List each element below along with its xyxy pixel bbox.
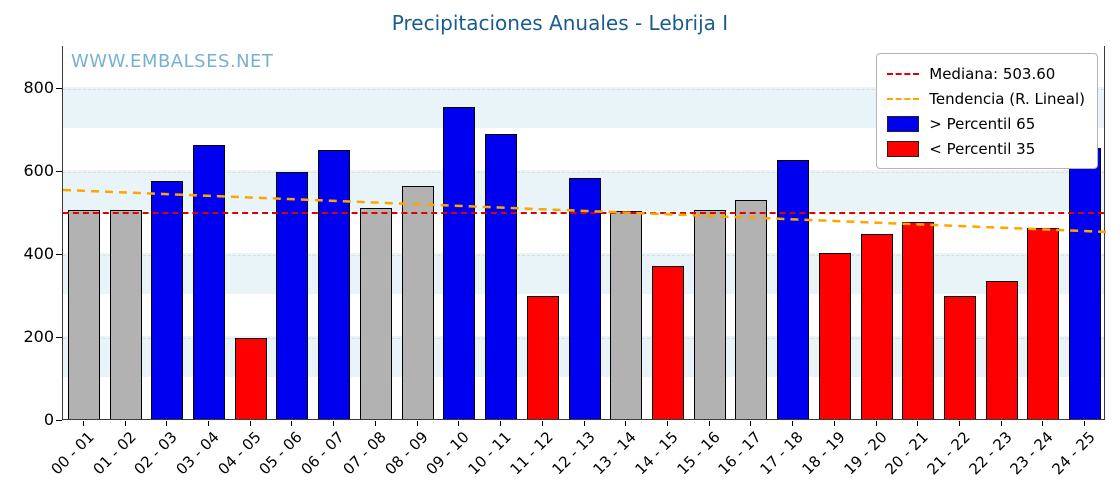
x-tick-mark: [82, 421, 84, 426]
bar-01-02: [109, 209, 142, 419]
y-tick-mark: [56, 253, 62, 255]
x-tick-mark: [1000, 421, 1002, 426]
gridline: [63, 88, 1104, 90]
x-tick-mark: [208, 421, 210, 426]
chart-title: Precipitaciones Anuales - Lebrija I: [391, 11, 729, 35]
y-tick-mark: [56, 336, 62, 338]
bar-18-19: [818, 253, 851, 419]
legend-label-median: Mediana: 503.60: [929, 64, 1056, 83]
plot-area: WWW.EMBALSES.NET Mediana: 503.60 Tendenc…: [62, 45, 1107, 420]
legend-item-above: > Percentil 65: [887, 111, 1085, 136]
x-tick-mark: [416, 421, 418, 426]
x-tick-mark: [917, 421, 919, 426]
bar-21-22: [943, 296, 976, 419]
bar-08-09: [401, 185, 434, 419]
legend-label-below: < Percentil 35: [929, 139, 1036, 158]
x-tick-mark: [750, 421, 752, 426]
legend-label-above: > Percentil 65: [929, 114, 1036, 133]
y-tick-label: 600: [23, 160, 54, 180]
trend-line: [62, 188, 1107, 234]
bar-06-07: [318, 149, 351, 419]
x-tick-mark: [333, 421, 335, 426]
x-tick-mark: [583, 421, 585, 426]
bar-04-05: [234, 337, 267, 419]
bar-17-18: [777, 159, 810, 419]
gridline: [63, 171, 1104, 173]
x-tick-mark: [958, 421, 960, 426]
bar-00-01: [67, 209, 100, 419]
bar-15-16: [693, 209, 726, 419]
y-tick-label: 400: [23, 243, 54, 263]
bar-24-25: [1069, 147, 1102, 419]
median-line: [63, 211, 1104, 214]
x-tick-mark: [833, 421, 835, 426]
legend-label-trend: Tendencia (R. Lineal): [929, 89, 1085, 108]
bar-11-12: [526, 295, 559, 419]
bar-12-13: [568, 177, 601, 419]
legend-item-trend: Tendencia (R. Lineal): [887, 86, 1085, 111]
bar-02-03: [151, 180, 184, 419]
x-tick-mark: [166, 421, 168, 426]
bar-13-14: [610, 211, 643, 419]
bar-16-17: [735, 200, 768, 419]
median-dash-icon: [887, 72, 920, 75]
y-tick-label: 200: [23, 326, 54, 346]
x-tick-mark: [374, 421, 376, 426]
x-tick-mark: [249, 421, 251, 426]
legend-item-median: Mediana: 503.60: [887, 61, 1085, 86]
x-tick-mark: [625, 421, 627, 426]
x-tick-mark: [124, 421, 126, 426]
bars: [63, 47, 1104, 419]
bar-20-21: [902, 222, 935, 419]
x-tick-mark: [500, 421, 502, 426]
x-tick-mark: [1084, 421, 1086, 426]
x-tick-mark: [1042, 421, 1044, 426]
y-tick-mark: [56, 87, 62, 89]
watermark: WWW.EMBALSES.NET: [71, 51, 274, 72]
x-tick-mark: [541, 421, 543, 426]
legend-item-below: < Percentil 35: [887, 136, 1085, 161]
bar-03-04: [193, 144, 226, 419]
bar-22-23: [985, 281, 1018, 419]
x-tick-mark: [708, 421, 710, 426]
x-tick-mark: [875, 421, 877, 426]
bar-10-11: [485, 133, 518, 419]
red-swatch-icon: [887, 140, 920, 157]
bar-14-15: [651, 266, 684, 419]
y-tick-mark: [56, 420, 62, 421]
trend-dash-icon: [887, 97, 920, 100]
y-tick-mark: [56, 170, 62, 172]
x-tick-mark: [458, 421, 460, 426]
x-tick-mark: [291, 421, 293, 426]
bar-09-10: [443, 107, 476, 419]
blue-swatch-icon: [887, 115, 920, 132]
x-tick-mark: [792, 421, 794, 426]
y-tick-label: 0: [43, 410, 54, 429]
x-tick-mark: [666, 421, 668, 426]
legend: Mediana: 503.60 Tendencia (R. Lineal) > …: [876, 53, 1098, 169]
bar-07-08: [359, 207, 392, 419]
y-tick-label: 800: [23, 77, 54, 97]
bar-19-20: [860, 234, 893, 419]
